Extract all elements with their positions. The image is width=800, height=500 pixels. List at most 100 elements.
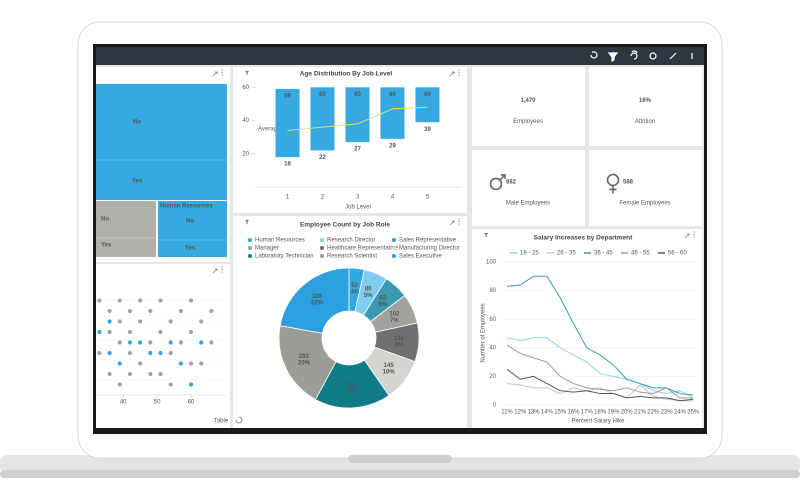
range-bar [345, 87, 370, 143]
slice-percent: 22% [311, 301, 324, 307]
filter-icon[interactable] [245, 71, 249, 76]
toolbar-icons[interactable] [590, 50, 693, 62]
y-tick-label: 100 [486, 260, 497, 266]
scatter-point [148, 371, 153, 377]
bar-high-label: 60 [389, 92, 396, 98]
scatter-point [158, 329, 163, 335]
scatter-point [209, 340, 214, 345]
tool-icon[interactable] [669, 52, 677, 60]
refresh-icon[interactable] [630, 50, 638, 60]
slice-value: 52 [351, 283, 358, 289]
scatter-point [148, 350, 153, 356]
scatter-point [117, 361, 122, 366]
treemap-label: No [101, 217, 109, 223]
y-tick-label: 20 [242, 151, 249, 157]
expand-icon[interactable] [684, 233, 690, 239]
kpi-card [589, 150, 702, 226]
bar-low-label: 29 [389, 143, 396, 149]
menu-dot [221, 268, 223, 271]
scatter-point [127, 340, 133, 345]
laptop-notch [348, 455, 452, 463]
scatter-point [138, 340, 143, 345]
x-tick-label: 14% [541, 410, 554, 416]
filter-icon[interactable] [245, 220, 249, 225]
scatter-point [107, 329, 112, 335]
x-tick-label: 18% [594, 410, 607, 416]
x-tick-label: 60 [188, 400, 195, 406]
menu-dot [221, 71, 223, 74]
treemap-label: Yes [132, 179, 143, 185]
scatter-point [188, 298, 194, 303]
treemap-label: No [186, 219, 194, 225]
y-tick-label: 40 [242, 118, 249, 124]
undo-icon[interactable] [590, 51, 598, 59]
series-line [506, 275, 694, 396]
slice-percent: 5% [364, 293, 373, 299]
legend-label: Sales Executive [399, 254, 442, 260]
reset-icon[interactable] [235, 416, 243, 424]
x-tick-label: 24% [674, 410, 687, 416]
donut-slice [314, 359, 390, 409]
menu-dot [221, 271, 223, 273]
menu-dot [458, 220, 460, 223]
legend-label: Laboratory Technician [255, 254, 314, 260]
legend-swatch [320, 246, 324, 250]
legend-label: Research Director [327, 238, 375, 244]
x-tick-label: 25% [687, 410, 700, 416]
expand-icon[interactable] [212, 71, 218, 77]
treemap-cell [158, 201, 227, 257]
legend-swatch [320, 238, 324, 242]
menu-dot [221, 74, 223, 76]
scatter-point [117, 298, 122, 303]
scatter-point [97, 298, 102, 303]
slice-percent: 20% [298, 361, 311, 367]
scatter-point [178, 361, 183, 366]
slice-percent: 7% [390, 318, 399, 324]
scatter-point [158, 371, 163, 377]
scatter-point [209, 308, 214, 314]
scatter-point [127, 308, 133, 314]
range-bar [380, 87, 405, 139]
series-line [506, 337, 694, 399]
scatter-point [138, 298, 143, 303]
filter-icon[interactable] [484, 233, 488, 238]
x-tick-label: 11% [501, 410, 513, 416]
expand-icon[interactable] [449, 71, 455, 77]
kpi-label: Female Employees [619, 200, 670, 206]
expand-icon[interactable] [212, 268, 218, 274]
scatter-point [168, 350, 173, 356]
slice-value: 145 [384, 363, 395, 369]
line-annotation: Average Age [258, 127, 293, 133]
kpi-value: 882 [506, 179, 517, 185]
scatter-point [107, 308, 112, 314]
bar-high-label: 60 [319, 92, 326, 98]
gender-icon [609, 185, 617, 194]
legend-label: Manufacturing Director [399, 246, 460, 252]
scatter-point [188, 361, 194, 366]
y-tick-label: 40 [489, 345, 496, 351]
y-tick-label: 0 [493, 403, 497, 409]
menu-dot [221, 266, 223, 268]
slice-percent: 4% [350, 289, 359, 295]
expand-icon[interactable] [449, 220, 455, 226]
scatter-point [168, 382, 173, 387]
scatter-point [97, 329, 102, 335]
settings-icon[interactable] [649, 52, 657, 60]
filter-icon[interactable] [607, 52, 619, 62]
legend-label: 46 - 55 [631, 251, 650, 257]
slice-value: 259 [347, 383, 358, 389]
x-tick-label: 40 [120, 400, 127, 406]
scatter-point [188, 382, 194, 387]
kpi-value: 16% [639, 98, 652, 104]
x-tick-label: 4 [391, 195, 395, 201]
slice-value: 326 [312, 294, 323, 300]
gender-icon [489, 177, 503, 191]
scatter-point [117, 382, 122, 387]
y-tick-label: 60 [489, 317, 496, 323]
scatter-point [199, 340, 204, 345]
legend-swatch [392, 246, 396, 250]
slice-percent: 9% [395, 342, 404, 348]
x-tick-label: 17% [581, 410, 594, 416]
slice-value: 83 [379, 296, 386, 302]
menu-dot [458, 74, 460, 76]
